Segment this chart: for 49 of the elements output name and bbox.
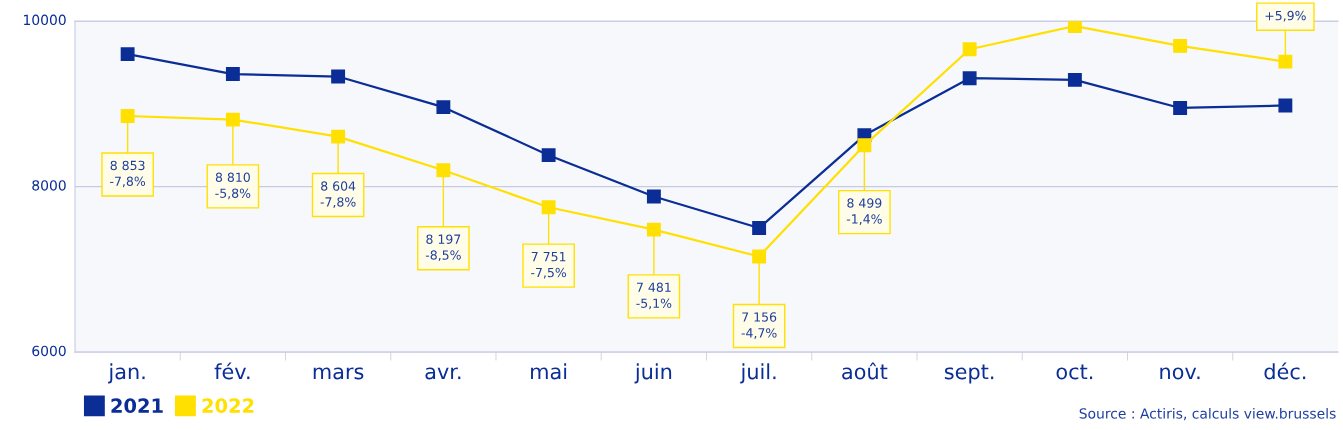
point [331, 129, 346, 144]
point [120, 109, 135, 123]
x-tick-label: déc. [1264, 362, 1306, 380]
legend-label: 2022 [202, 398, 254, 414]
x-tick-label: jan. [108, 363, 145, 384]
point [541, 148, 556, 163]
data-label: 7 481 -5,1% [636, 282, 672, 310]
point [1067, 21, 1082, 33]
point [857, 138, 872, 153]
y-tick-label: 10000 [24, 14, 66, 26]
point [225, 67, 240, 81]
annotation: +5,9% [1265, 10, 1306, 22]
y-tick-label: 8000 [32, 180, 66, 191]
legend-label: 2021 [111, 398, 163, 414]
point [120, 47, 135, 62]
point [1067, 72, 1082, 87]
data-label: 8 810 -5,8% [215, 172, 251, 200]
x-tick-label: juin [634, 363, 672, 384]
x-tick-label: oct. [1056, 364, 1093, 380]
point [1173, 101, 1188, 115]
x-tick-label: mars [313, 367, 364, 380]
point [225, 112, 240, 127]
data-label: 7 751 -7,5% [531, 252, 567, 279]
y-tick-label: 6000 [32, 345, 66, 357]
source-note: Source : Actiris, calculs view.brussels [1079, 407, 1336, 421]
point [962, 42, 977, 57]
x-tick-label: avr. [425, 367, 461, 380]
point [331, 69, 346, 84]
point [646, 189, 661, 204]
point [752, 221, 767, 235]
x-tick-label: mai [531, 363, 567, 380]
x-tick-label: août [842, 362, 888, 380]
point [541, 200, 556, 215]
point [1278, 54, 1293, 69]
data-label: 7 156 -4,7% [741, 312, 777, 339]
data-label: 8 604 -7,8% [320, 181, 356, 208]
data-label: 8 197 -8,5% [425, 234, 461, 262]
point [646, 222, 661, 237]
x-tick-label: fév. [214, 362, 250, 380]
x-tick-label: sept. [944, 364, 994, 384]
x-tick-label: nov. [1160, 367, 1200, 380]
point [962, 71, 977, 86]
point [1278, 98, 1293, 113]
data-label: 8 853 -7,8% [110, 160, 146, 188]
point [1173, 38, 1188, 53]
point [436, 163, 451, 178]
point [436, 100, 451, 115]
x-tick-label: juil. [740, 363, 776, 384]
data-label: 8 499 -1,4% [846, 198, 882, 225]
